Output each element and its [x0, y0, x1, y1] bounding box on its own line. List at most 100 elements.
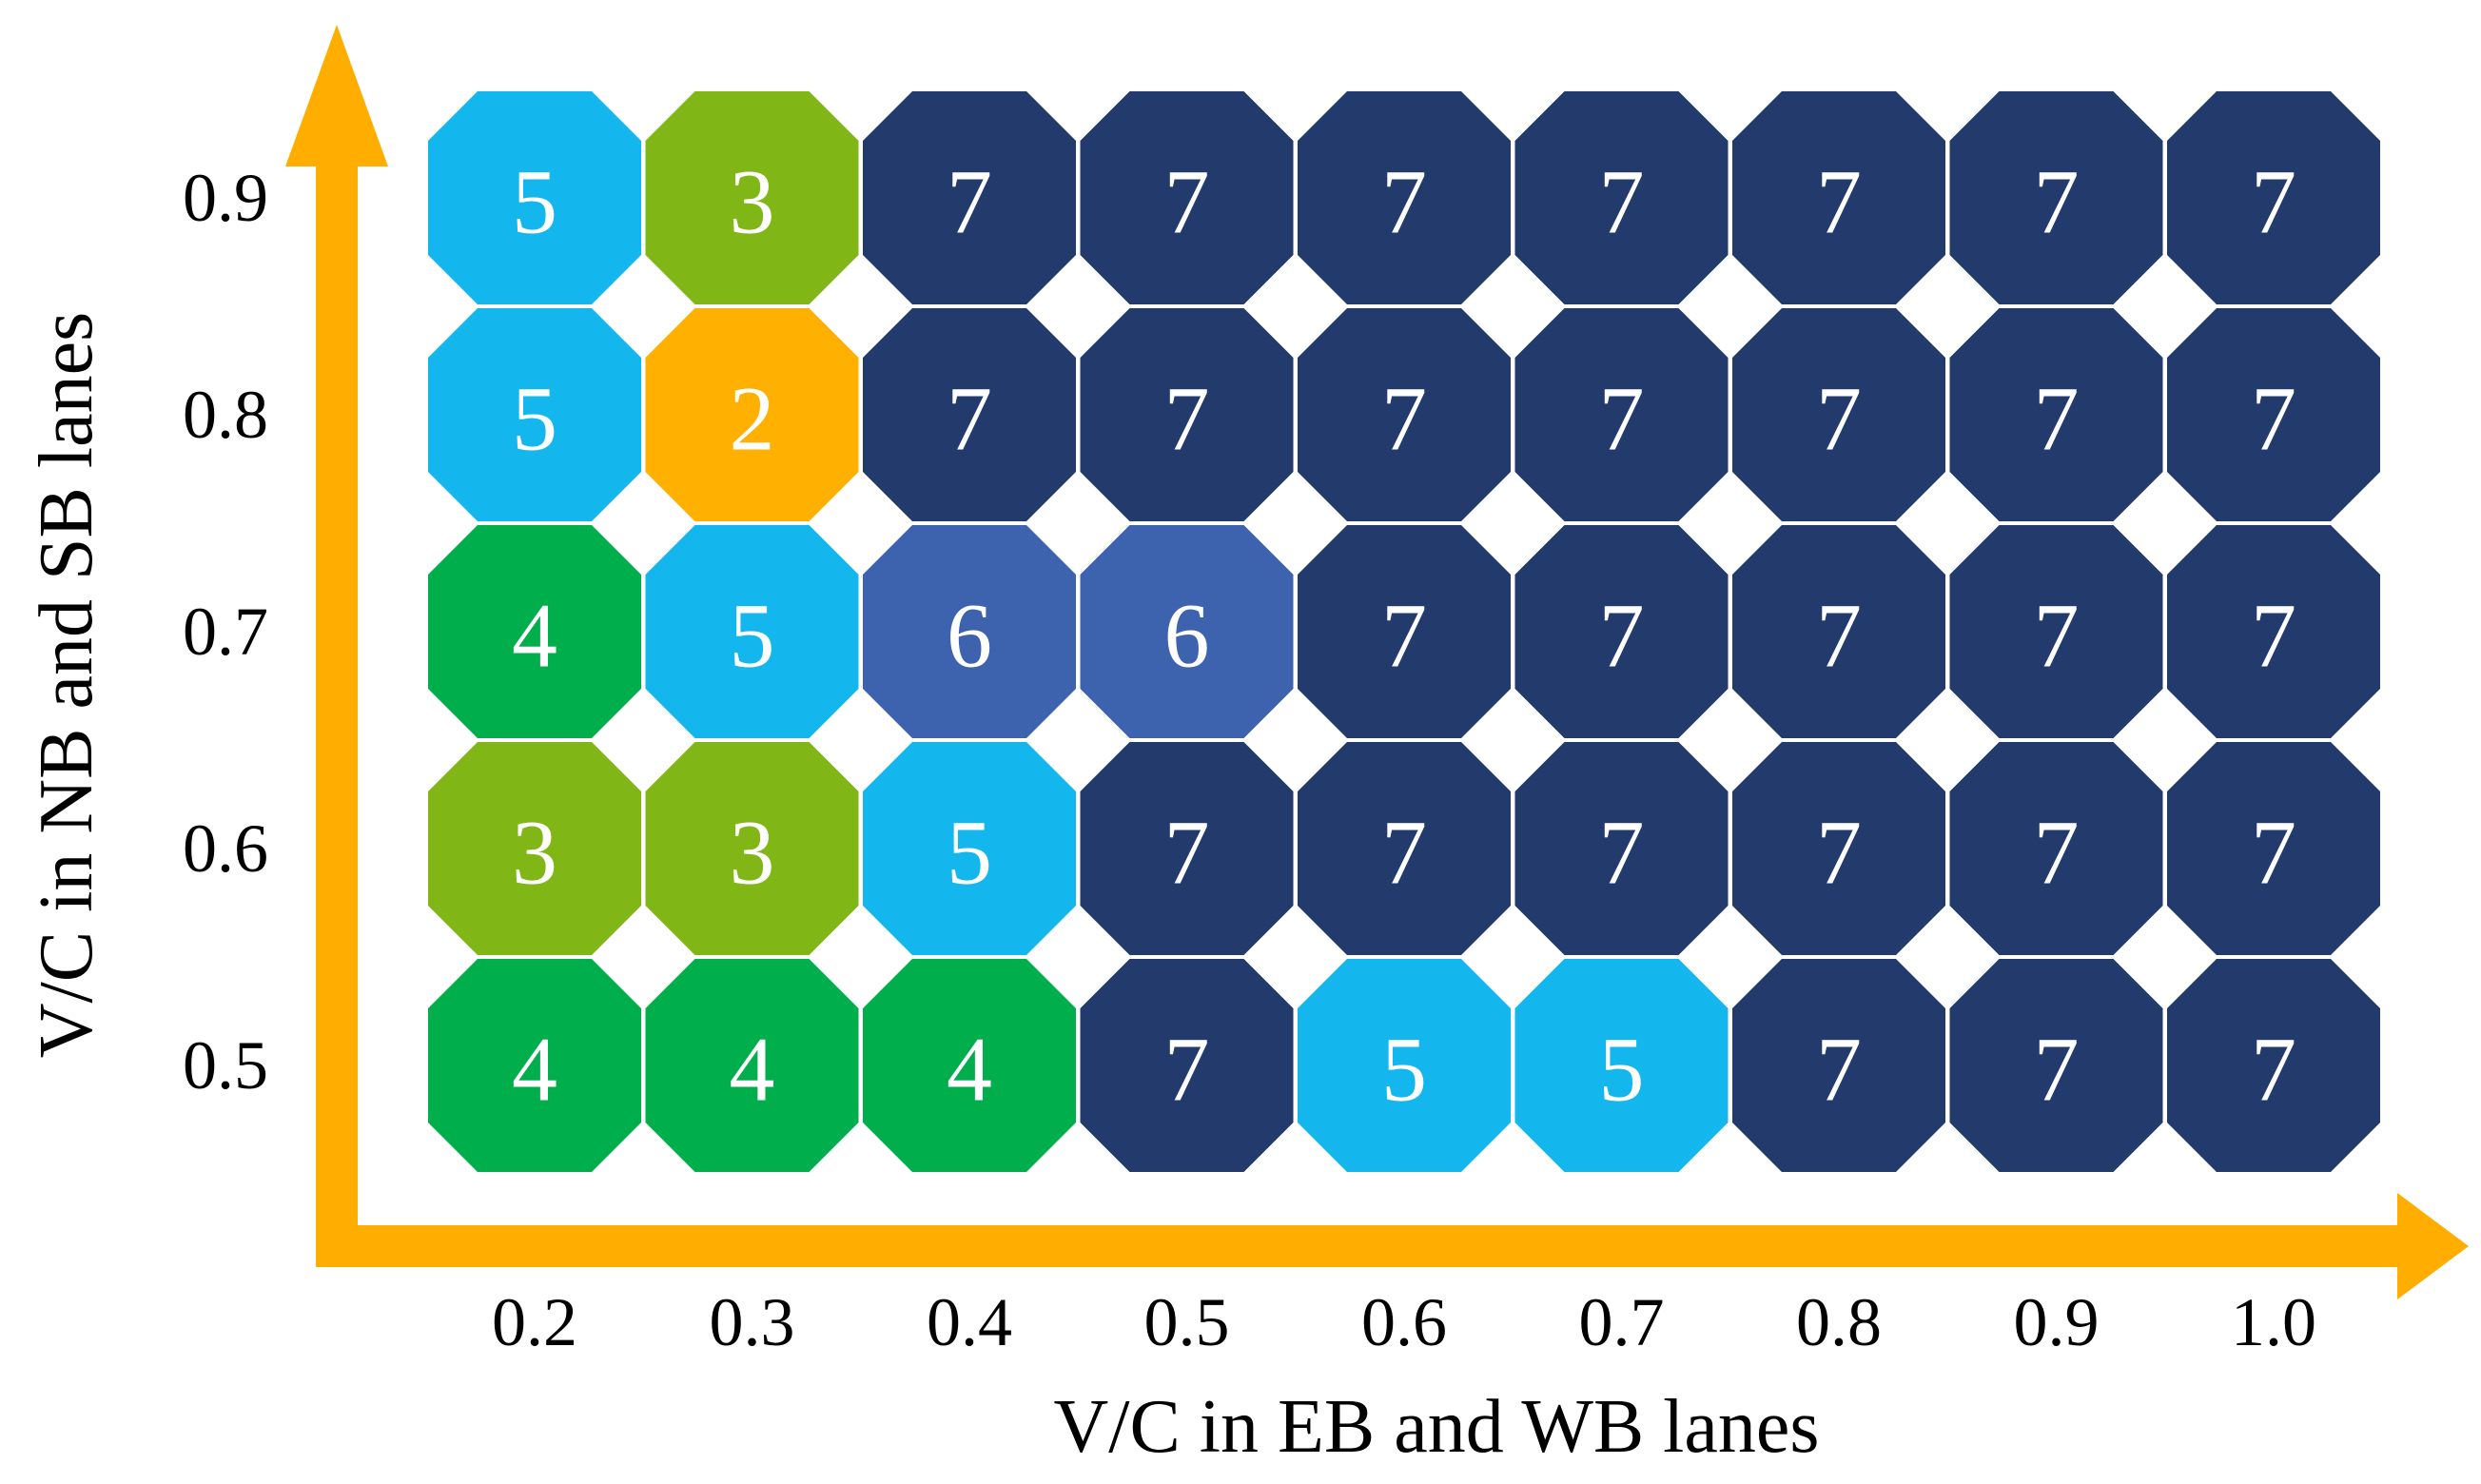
heatmap-cell [1298, 525, 1511, 738]
y-tick-label: 0.6 [183, 810, 268, 887]
cell-value-label: 7 [1599, 368, 1645, 470]
heatmap-cell [1949, 525, 2163, 738]
cell-value-label: 4 [947, 1019, 992, 1121]
cell-value-label: 7 [1381, 368, 1427, 470]
heatmap-cell [863, 525, 1076, 738]
cell-value-label: 3 [730, 151, 775, 253]
heatmap-cell [645, 742, 859, 955]
heatmap-cell [1298, 959, 1511, 1172]
heatmap-cell [1298, 91, 1511, 304]
cell-value-label: 7 [2034, 368, 2080, 470]
heatmap-cell [1080, 959, 1294, 1172]
cell-value-label: 5 [1599, 1019, 1645, 1121]
heatmap-cell [1949, 959, 2163, 1172]
heatmap-cell [428, 959, 641, 1172]
cell-value-label: 7 [1164, 368, 1210, 470]
heatmap-value-labels: 5 3 7 7 7 7 7 7 7 5 2 7 7 7 7 7 7 7 4 5 6 6 7 7 7 7 7 3 3 5 7 7 7 7 7 7 4 4 4 7… [512, 151, 2296, 1121]
cell-value-label: 7 [2034, 802, 2080, 904]
heatmap-cell [1080, 742, 1294, 955]
heatmap-cell [645, 525, 859, 738]
x-axis-line [316, 1225, 2416, 1267]
heatmap-cell [1949, 742, 2163, 955]
heatmap-cell [2167, 525, 2380, 738]
heatmap-cell [863, 742, 1076, 955]
heatmap-cell [645, 91, 859, 304]
cell-value-label: 4 [730, 1019, 775, 1121]
cell-value-label: 7 [1599, 585, 1645, 687]
heatmap-cell [428, 91, 641, 304]
cell-value-label: 7 [2034, 585, 2080, 687]
x-tick-label: 0.9 [2014, 1284, 2100, 1360]
x-tick-label: 0.7 [1579, 1284, 1665, 1360]
cell-value-label: 4 [512, 1019, 557, 1121]
heatmap-cell [1080, 525, 1294, 738]
cell-value-label: 7 [1381, 802, 1427, 904]
cell-value-label: 7 [1816, 151, 1862, 253]
heatmap-cell [2167, 742, 2380, 955]
heatmap-cell [645, 308, 859, 521]
heatmap-cell [1949, 308, 2163, 521]
cell-value-label: 7 [1164, 802, 1210, 904]
axes [285, 25, 2469, 1299]
cell-value-label: 5 [512, 151, 557, 253]
heatmap-cell [1514, 308, 1729, 521]
cell-value-label: 5 [1381, 1019, 1427, 1121]
heatmap-cells [428, 91, 2380, 1172]
x-tick-label: 0.8 [1796, 1284, 1882, 1360]
y-tick-label: 0.7 [183, 594, 268, 670]
heatmap-cell [428, 525, 641, 738]
cell-value-label: 7 [947, 151, 992, 253]
cell-value-label: 7 [1164, 151, 1210, 253]
heatmap-cell [428, 742, 641, 955]
cell-value-label: 7 [2251, 585, 2296, 687]
y-tick-label: 0.8 [183, 377, 268, 453]
heatmap-cell [1732, 525, 1945, 738]
heatmap-cell [1080, 308, 1294, 521]
heatmap-cell [1298, 308, 1511, 521]
cell-value-label: 7 [1381, 151, 1427, 253]
cell-value-label: 6 [947, 585, 992, 687]
y-axis-title: V/C in NB and SB lanes [25, 312, 108, 1058]
heatmap-cell [1514, 525, 1729, 738]
heatmap-cell [1732, 959, 1945, 1172]
cell-value-label: 7 [1816, 1019, 1862, 1121]
heatmap-cell [2167, 308, 2380, 521]
x-axis-title: V/C in EB and WB lanes [1053, 1385, 1819, 1469]
heatmap-cell [1732, 91, 1945, 304]
cell-value-label: 7 [2251, 368, 2296, 470]
cell-value-label: 3 [512, 802, 557, 904]
heatmap-cell [863, 308, 1076, 521]
cell-value-label: 5 [947, 802, 992, 904]
cell-value-label: 7 [2251, 1019, 2296, 1121]
cell-value-label: 7 [2034, 1019, 2080, 1121]
cell-value-label: 6 [1164, 585, 1210, 687]
heatmap-cell [1298, 742, 1511, 955]
x-tick-label: 1.0 [2231, 1284, 2316, 1360]
x-tick-label: 0.3 [710, 1284, 795, 1360]
y-axis-arrowhead [285, 25, 388, 166]
x-tick-labels: 0.2 0.3 0.4 0.5 0.6 0.7 0.8 0.9 1.0 [492, 1284, 2316, 1360]
cell-value-label: 3 [730, 802, 775, 904]
heatmap-cell [2167, 91, 2380, 304]
y-tick-label: 0.9 [183, 160, 268, 236]
cell-value-label: 5 [512, 368, 557, 470]
x-tick-label: 0.5 [1144, 1284, 1230, 1360]
cell-value-label: 7 [2251, 802, 2296, 904]
cell-value-label: 7 [1816, 368, 1862, 470]
heatmap-cell [1732, 308, 1945, 521]
heatmap-cell [2167, 959, 2380, 1172]
x-tick-label: 0.6 [1361, 1284, 1447, 1360]
cell-value-label: 7 [1599, 151, 1645, 253]
x-tick-label: 0.2 [492, 1284, 577, 1360]
cell-value-label: 4 [512, 585, 557, 687]
heatmap-cell [1080, 91, 1294, 304]
cell-value-label: 7 [2251, 151, 2296, 253]
cell-value-label: 7 [1816, 585, 1862, 687]
x-axis-arrowhead [2397, 1193, 2469, 1299]
cell-value-label: 7 [2034, 151, 2080, 253]
heatmap-cell [1514, 959, 1729, 1172]
cell-value-label: 7 [1816, 802, 1862, 904]
cell-value-label: 7 [1164, 1019, 1210, 1121]
heatmap-cell [428, 308, 641, 521]
